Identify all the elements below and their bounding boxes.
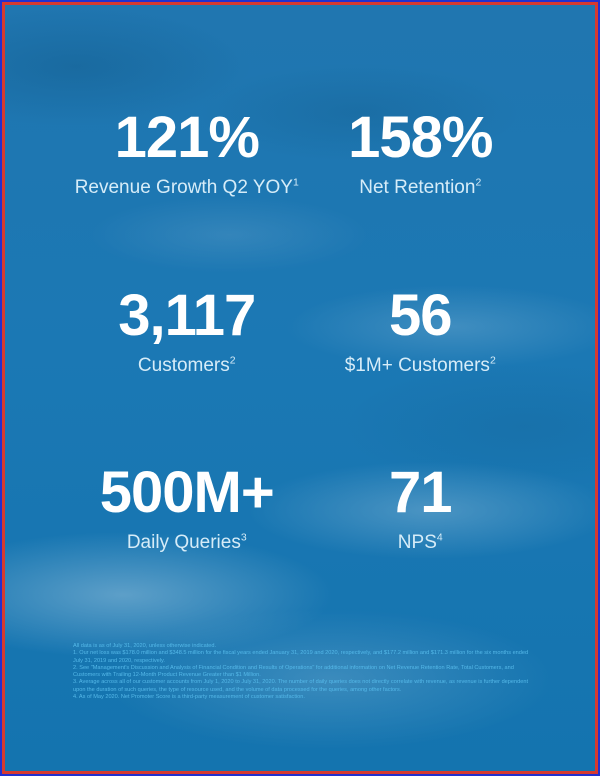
stat-revenue-growth: 121% Revenue Growth Q2 YOY1 <box>70 109 304 201</box>
stat-nps: 71 NPS4 <box>304 464 538 556</box>
sky-background-page: 121% Revenue Growth Q2 YOY1 158% Net Ret… <box>5 5 595 771</box>
footnote-marker: 4 <box>436 533 443 545</box>
footnote-3: 3. Average across all of our customer ac… <box>73 679 529 693</box>
footnote-4: 4. As of May 2020. Net Promoter Score is… <box>73 694 305 701</box>
footnote-general: All data is as of July 31, 2020, unless … <box>73 643 217 649</box>
footnote-marker: 2 <box>489 355 496 367</box>
stat-daily-queries: 500M+ Daily Queries3 <box>70 464 304 556</box>
stats-grid: 121% Revenue Growth Q2 YOY1 158% Net Ret… <box>70 109 537 556</box>
footnote-marker: 3 <box>240 533 247 545</box>
stat-value: 158% <box>348 105 493 170</box>
stat-net-retention: 158% Net Retention2 <box>304 109 538 201</box>
stat-customers: 3,117 Customers2 <box>70 282 304 379</box>
stat-label: $1M+ Customers2 <box>344 354 496 376</box>
stat-label: Daily Queries3 <box>126 532 247 554</box>
stat-label: Customers2 <box>137 354 236 376</box>
stat-value: 71 <box>388 460 453 526</box>
footnote-marker: 1 <box>292 177 299 189</box>
stat-1m-customers: 56 $1M+ Customers2 <box>304 282 538 379</box>
stat-label: Revenue Growth Q2 YOY1 <box>74 177 299 198</box>
footnote-1: 1. Our net loss was $178.0 million and $… <box>73 650 529 664</box>
stat-value: 500M+ <box>99 460 275 526</box>
footnotes-block: All data is as of July 31, 2020, unless … <box>73 643 535 701</box>
stat-value: 56 <box>388 282 453 348</box>
footnote-marker: 2 <box>229 355 236 367</box>
footnote-marker: 2 <box>475 177 482 189</box>
stat-label: Net Retention2 <box>359 177 482 198</box>
stat-label: NPS4 <box>397 532 443 554</box>
footnote-2: 2. See "Management's Discussion and Anal… <box>73 664 514 679</box>
stat-value: 121% <box>114 105 260 170</box>
stat-value: 3,117 <box>118 282 256 348</box>
